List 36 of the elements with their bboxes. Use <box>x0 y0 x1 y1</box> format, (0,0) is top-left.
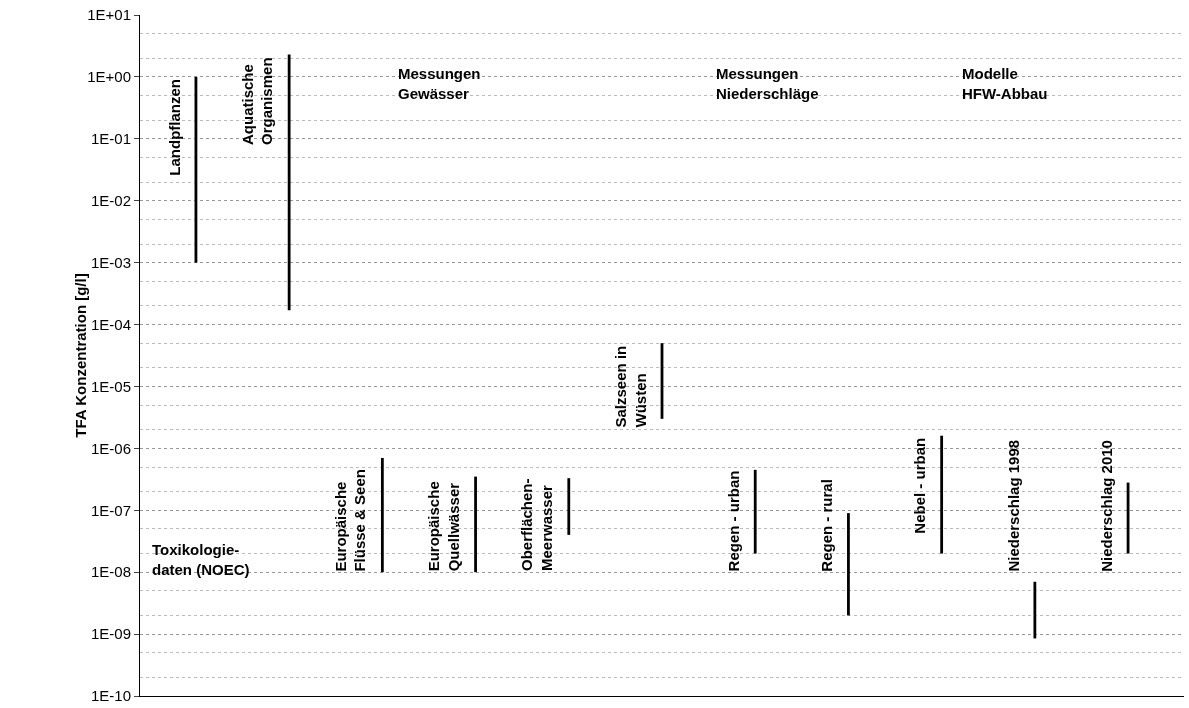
bar <box>287 54 291 311</box>
y-tick-label: 1E-07 <box>90 501 131 519</box>
annotation: Messungen Niederschläge <box>716 65 819 102</box>
y-tick-label: 1E+00 <box>87 68 131 86</box>
bar <box>567 478 571 535</box>
y-tick-label: 1E-02 <box>90 191 131 209</box>
y-tick-label: 1E-04 <box>90 315 131 333</box>
x-tick-label: Regen - rural <box>817 479 835 572</box>
bar <box>474 476 477 573</box>
x-tick-label: Niederschlag 2010 <box>1097 440 1115 572</box>
x-tick-label: Niederschlag 1998 <box>1004 439 1022 572</box>
annotation: Messungen Gewässer <box>398 65 481 102</box>
x-tick-label: Nebel - urban <box>911 437 929 534</box>
bar <box>1033 581 1037 639</box>
annotation: Modelle HFW-Abbau <box>962 65 1048 102</box>
x-tick-label: Europäische Quellwässer <box>425 481 462 572</box>
x-tick-label: Europäische Flüsse & Seen <box>331 469 369 572</box>
x-tick-label: Regen - urban <box>724 470 742 572</box>
y-tick-label: 1E-10 <box>90 687 131 705</box>
y-tick-label: 1E-08 <box>90 563 131 581</box>
x-tick-label: Aquatische Organismen <box>238 57 276 145</box>
annotation: Toxikologie- daten (NOEC) <box>152 541 250 578</box>
y-tick-label: 1E-01 <box>90 130 131 148</box>
y-tick-label: 1E-05 <box>90 377 131 395</box>
x-tick-label: Oberflächen- Meerwasser <box>518 478 555 572</box>
bar <box>753 469 757 554</box>
y-tick-label: 1E-06 <box>90 439 131 457</box>
bar <box>380 457 384 573</box>
bar <box>940 435 944 554</box>
y-axis-title: TFA Konzentration [g/l] <box>71 273 89 438</box>
y-tick-label: 1E-09 <box>90 625 131 643</box>
bar <box>847 513 850 616</box>
x-tick-label: Salzseen in Wüsten <box>612 345 649 428</box>
y-tick-label: 1E+01 <box>87 6 131 24</box>
y-tick-label: 1E-03 <box>90 253 131 271</box>
x-tick-label: Landpflanzen <box>165 78 183 176</box>
